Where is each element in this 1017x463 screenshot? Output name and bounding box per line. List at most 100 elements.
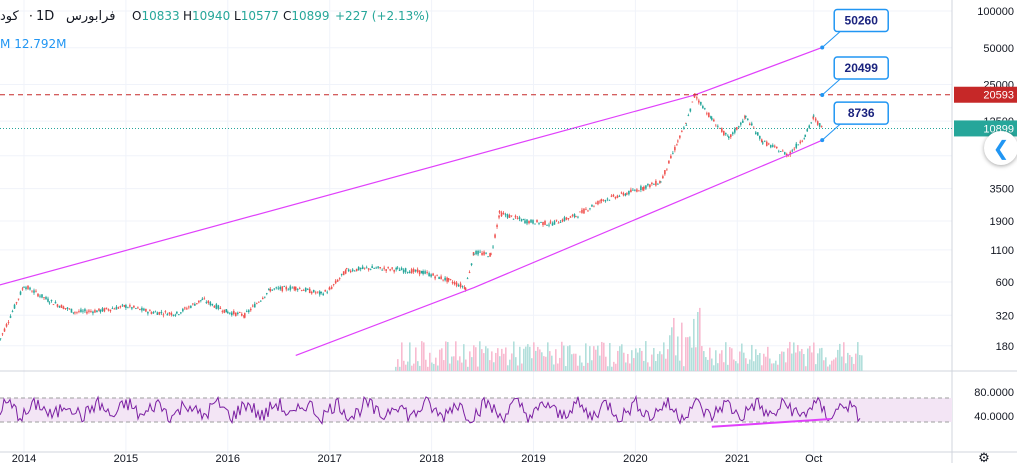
volume-bar — [671, 327, 673, 371]
candle-body — [616, 195, 619, 198]
upper-channel-line[interactable] — [0, 46, 823, 287]
candle-body — [647, 183, 649, 186]
candle-body — [294, 286, 297, 291]
channel-lines[interactable] — [0, 46, 823, 356]
candle-body — [391, 267, 393, 269]
candle-body — [9, 316, 12, 318]
candle-body — [528, 220, 530, 224]
candle-body — [416, 269, 419, 273]
candle-body — [516, 217, 519, 219]
lower-channel-line[interactable] — [295, 139, 823, 356]
candle-body — [479, 251, 481, 253]
annotation-anchor[interactable] — [820, 92, 825, 97]
volume-bar — [543, 356, 545, 371]
candle-body — [326, 291, 329, 293]
annotation-anchor[interactable] — [820, 138, 825, 143]
symbol-name[interactable]: کود — [0, 9, 19, 24]
candle-body — [324, 290, 327, 292]
candle-body — [289, 286, 292, 290]
horizontal-levels[interactable] — [0, 94, 952, 129]
time-axis-label: 2015 — [114, 453, 138, 463]
candle-body — [43, 297, 45, 299]
candle-body — [363, 267, 366, 269]
volume-bar — [601, 341, 603, 371]
annotation-anchor[interactable] — [820, 45, 825, 50]
candle-body — [23, 286, 25, 288]
volume-bar — [507, 365, 509, 371]
candle-body — [387, 267, 389, 269]
candle-body — [804, 134, 807, 137]
candle-body — [209, 302, 212, 306]
candle-body — [575, 216, 577, 217]
volume-bar — [733, 359, 735, 371]
scroll-to-realtime-button[interactable]: ❮ — [984, 131, 1017, 165]
level-annotations[interactable]: 50260 20499 8736 — [820, 8, 889, 143]
candle-body — [162, 314, 165, 316]
candle-body — [263, 296, 266, 298]
annotation-box[interactable] — [833, 56, 889, 80]
volume-bar — [683, 366, 685, 371]
candle-body — [410, 269, 413, 274]
candle-body — [473, 253, 475, 255]
candle-body — [345, 268, 348, 269]
candle-body — [190, 305, 192, 308]
candle-body — [389, 269, 391, 271]
volume-bar — [469, 351, 471, 371]
ohlc-high: H10940 — [183, 9, 231, 23]
candle-body — [393, 270, 395, 272]
volume-bar — [755, 349, 757, 371]
rsi-line — [0, 394, 861, 425]
candle-body — [207, 300, 210, 303]
annotation-box[interactable] — [833, 8, 889, 33]
volume-bar — [827, 366, 829, 371]
candle-body — [738, 126, 740, 128]
candle-body — [227, 311, 229, 314]
candle-body — [215, 304, 218, 309]
candle-body — [5, 324, 8, 327]
volume-bar — [519, 346, 521, 371]
candle-body — [383, 267, 385, 269]
annotation-box[interactable] — [833, 101, 889, 125]
candle-body — [477, 250, 479, 255]
candle-body — [271, 289, 274, 291]
volume-bar — [767, 346, 769, 371]
annotation-leader — [821, 78, 841, 96]
price-change: +227 (+2.13%) — [335, 9, 430, 23]
candle-body — [178, 314, 180, 316]
candle-body — [563, 217, 566, 221]
candle-body — [96, 310, 98, 313]
candle-body — [3, 328, 6, 332]
candle-body — [581, 209, 583, 213]
volume-bar — [795, 352, 797, 371]
candle-body — [520, 219, 523, 222]
candle-body — [139, 308, 141, 310]
candle-body — [109, 309, 112, 312]
candle-body — [727, 135, 729, 137]
settings-gear-icon[interactable]: ⚙ — [978, 451, 990, 463]
candle-body — [689, 108, 692, 112]
candle-body — [88, 310, 90, 312]
candle-body — [428, 273, 430, 277]
candle-body — [651, 182, 653, 185]
candle-body — [261, 297, 264, 300]
volume-bar — [777, 364, 779, 371]
candle-body — [82, 310, 84, 312]
candle-body — [662, 176, 664, 179]
volume-bar — [441, 348, 443, 371]
candle-body — [610, 195, 613, 197]
volume-bar — [471, 357, 473, 371]
rsi-trendline[interactable] — [711, 418, 831, 428]
candle-body — [330, 286, 333, 289]
candle-body — [593, 205, 595, 207]
resistance-price-tag — [954, 86, 1017, 103]
candle-body — [15, 302, 18, 304]
volume-bar — [691, 347, 693, 371]
annotation-label: 50260 — [845, 13, 879, 27]
candle-body — [585, 208, 587, 210]
volume-bar — [769, 358, 771, 371]
candle-body — [141, 307, 143, 311]
timeframe-label[interactable]: 1D — [36, 9, 55, 24]
volume-bar — [745, 358, 747, 371]
candle-body — [510, 215, 513, 217]
